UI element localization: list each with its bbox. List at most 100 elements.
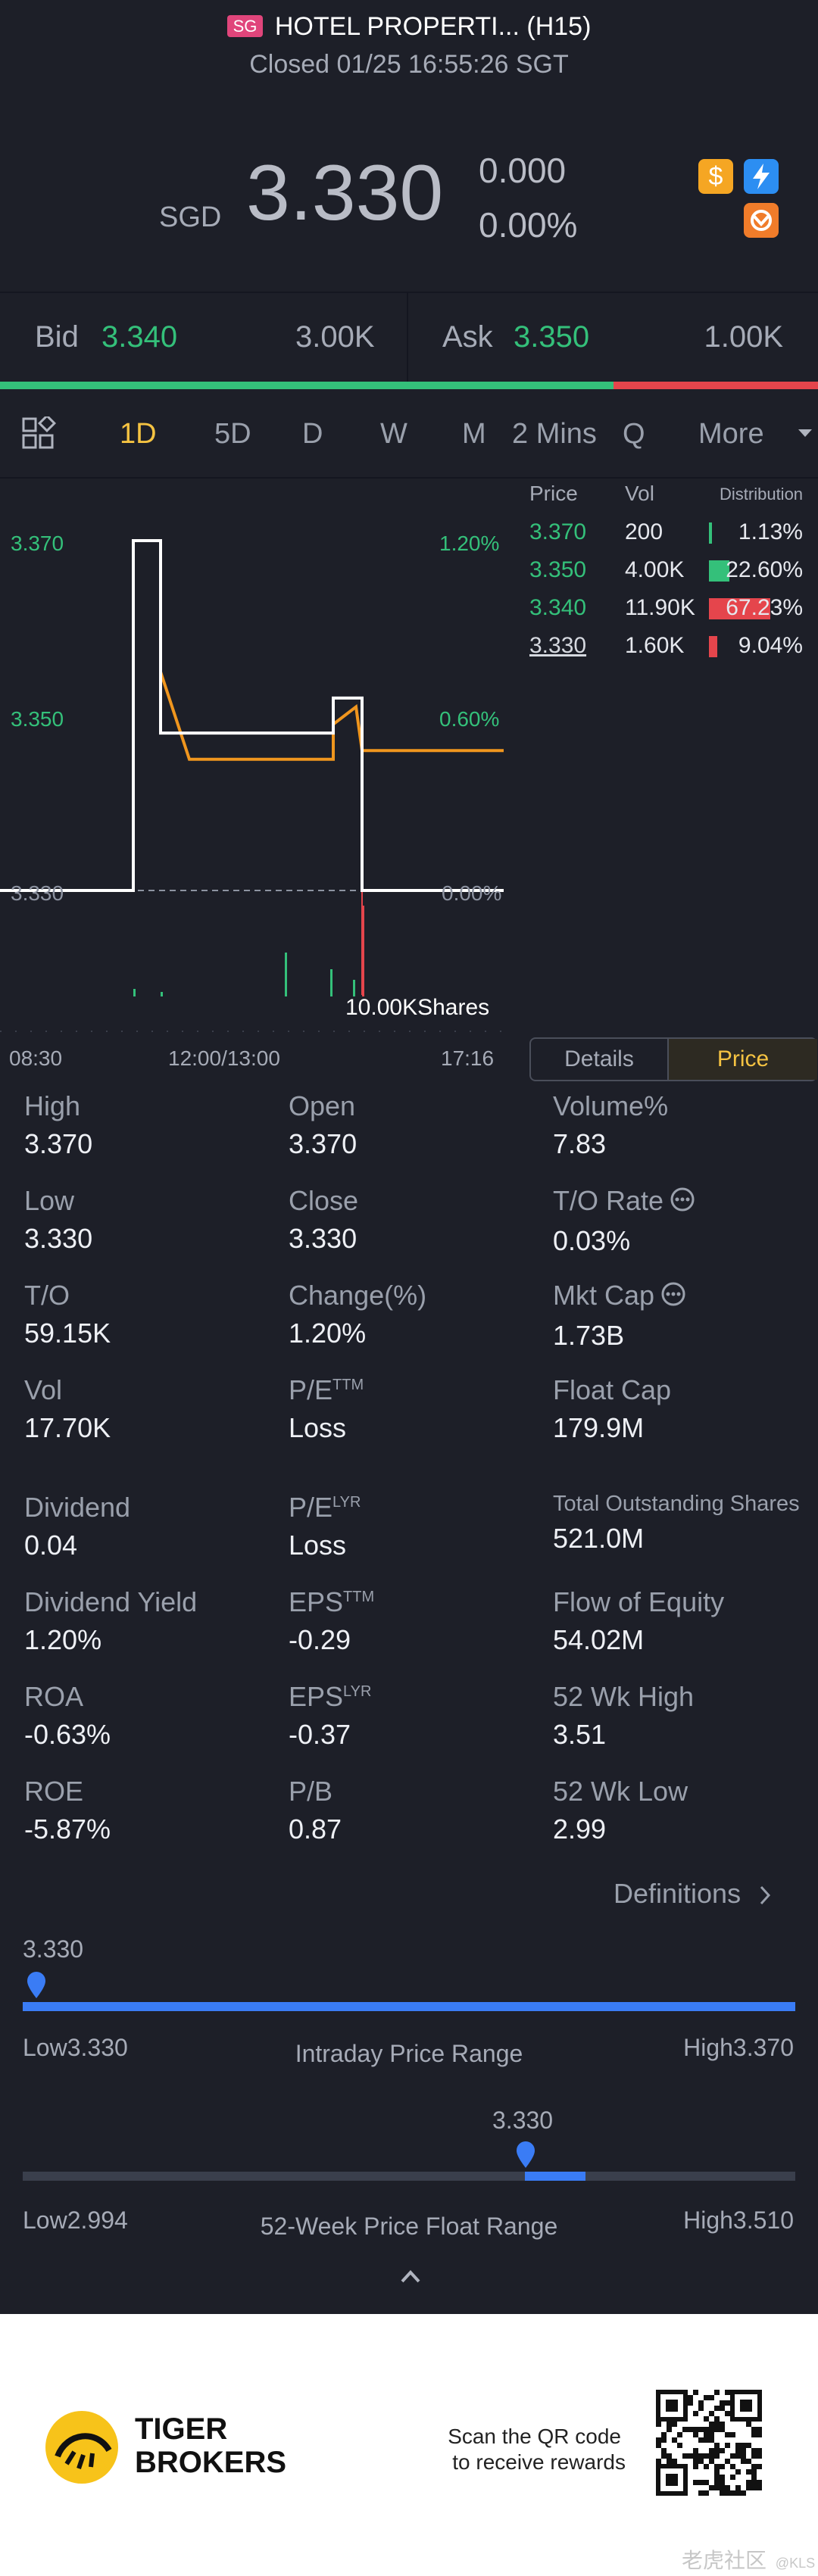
stats-grid: High 3.370 Open 3.370 Volume% 7.83 Low 3.330 Clo… [0, 1090, 818, 1863]
dist-price: 3.340 [529, 595, 587, 620]
timeframe-tabs: 1D 5D D W M 2 Mins Q More [0, 389, 818, 479]
location-pin-icon [26, 1972, 47, 2003]
promo-line2: to receive rewards [452, 2450, 626, 2474]
refresh-icon[interactable] [744, 203, 779, 238]
tab-w[interactable]: W [380, 418, 407, 450]
stat-label: ROE [24, 1776, 84, 1807]
stat-label: Vol [24, 1374, 63, 1405]
tab-2mins[interactable]: 2 Mins [512, 418, 597, 450]
stat-label-sup: LYR [343, 1683, 372, 1700]
stat-value: 1.73B [553, 1319, 625, 1351]
qr-code-icon[interactable] [656, 2390, 762, 2496]
watermark-small: @KLS [775, 2556, 816, 2571]
stat-label: Low [24, 1185, 75, 1216]
stat-value: 7.83 [553, 1128, 607, 1159]
grid-icon[interactable] [21, 413, 57, 451]
dist-header-distribution: Distribution [720, 485, 804, 504]
definitions-link[interactable]: Definitions [614, 1878, 771, 1910]
stat-cell: P/ELYR Loss [289, 1492, 546, 1575]
stat-label-sup: TTM [343, 1589, 375, 1605]
stat-cell: T/O Rate 0.03% [553, 1185, 810, 1268]
stat-cell: Close 3.330 [289, 1185, 546, 1268]
stat-cell: Open 3.370 [289, 1090, 546, 1174]
stat-label: Close [289, 1185, 359, 1216]
bid-ask-ratio-bar [0, 382, 818, 389]
intraday-marker-value: 3.330 [23, 1935, 84, 1963]
dist-header-vol: Vol [625, 482, 654, 505]
distribution-row: 3.340 11.90K 67.23% [515, 592, 818, 625]
brand-line1: TIGER [135, 2412, 228, 2446]
stat-cell: Total Outstanding Shares 521.0M [553, 1492, 810, 1575]
stat-value: 3.51 [553, 1719, 607, 1750]
stat-cell: EPSTTM -0.29 [289, 1586, 546, 1670]
stat-label: EPS [289, 1586, 344, 1617]
details-price-toggle: Details Price [529, 1037, 817, 1081]
stat-value: Loss [289, 1412, 347, 1443]
dist-pct: 22.60% [726, 557, 803, 582]
intraday-chart[interactable]: 3.370 3.350 3.330 1.20% 0.60% 0.00% 10.0… [0, 479, 515, 1077]
dist-vol: 200 [625, 519, 663, 544]
chevron-right-icon [759, 1878, 771, 1909]
info-icon[interactable] [670, 1187, 695, 1219]
volume-bar [353, 980, 355, 996]
volume-bar [133, 989, 136, 996]
stat-cell: Dividend Yield 1.20% [24, 1586, 282, 1670]
stat-label: EPS [289, 1681, 344, 1712]
promo-line1: Scan the QR code [448, 2425, 621, 2448]
stat-label: ROA [24, 1681, 84, 1712]
stat-cell: ROA -0.63% [24, 1681, 282, 1764]
dist-vol: 11.90K [625, 595, 695, 620]
stat-cell: Mkt Cap 1.73B [553, 1280, 810, 1363]
bid-price[interactable]: 3.340 [101, 320, 178, 354]
stat-cell: EPSLYR -0.37 [289, 1681, 546, 1764]
chevron-down-icon[interactable] [797, 427, 813, 443]
week52-marker-value: 3.330 [492, 2107, 554, 2134]
stat-cell: Vol 17.70K [24, 1374, 282, 1458]
week52-range-track [23, 2172, 795, 2181]
dist-header-price: Price [529, 482, 578, 505]
tab-1d[interactable]: 1D [120, 418, 157, 450]
price-toggle[interactable]: Price [669, 1039, 817, 1080]
volume-bar [330, 969, 333, 996]
pct-label-bottom: 0.00% [442, 881, 502, 905]
dist-pct: 9.04% [738, 633, 803, 658]
stat-value: 54.02M [553, 1624, 645, 1655]
stat-value: 3.330 [24, 1223, 93, 1254]
currency-label: SGD [159, 201, 222, 233]
stat-label: P/E [289, 1374, 333, 1405]
tab-5d[interactable]: 5D [214, 418, 251, 450]
distribution-panel: Price Vol Distribution 3.370 200 1.13% 3.35… [515, 479, 818, 1081]
tab-m[interactable]: M [462, 418, 486, 450]
stat-value: 0.03% [553, 1224, 631, 1256]
ask-price[interactable]: 3.350 [514, 320, 590, 354]
dist-pct: 1.13% [738, 519, 803, 544]
tab-d[interactable]: D [302, 418, 323, 450]
dist-price: 3.330 [529, 633, 587, 658]
details-toggle[interactable]: Details [531, 1039, 669, 1080]
flash-icon[interactable] [744, 159, 779, 194]
stat-cell: P/B 0.87 [289, 1776, 546, 1859]
x-label-mid: 12:00/13:00 [168, 1046, 280, 1070]
stat-value: 521.0M [553, 1523, 645, 1554]
chevron-up-icon[interactable] [400, 2269, 421, 2288]
dollar-icon[interactable]: $ [698, 159, 733, 194]
stat-cell: High 3.370 [24, 1090, 282, 1174]
distribution-row: 3.350 4.00K 22.60% [515, 554, 818, 588]
stat-cell: 52 Wk Low 2.99 [553, 1776, 810, 1859]
stat-value: 3.330 [289, 1223, 357, 1254]
stat-label: T/O Rate [553, 1185, 664, 1216]
dist-vol: 1.60K [625, 633, 685, 658]
stat-value: Loss [289, 1530, 347, 1561]
info-icon[interactable] [660, 1281, 686, 1314]
tab-q[interactable]: Q [623, 418, 645, 450]
x-label-end: 17:16 [441, 1046, 495, 1070]
bid-size: 3.00K [295, 320, 375, 354]
stat-label: 52 Wk High [553, 1681, 695, 1712]
intraday-range: 3.330 Low3.330 Intraday Price Range High… [0, 1931, 818, 2082]
stat-value: 59.15K [24, 1318, 111, 1349]
book-divider [407, 293, 408, 382]
stat-cell: Flow of Equity 54.02M [553, 1586, 810, 1670]
volume-bar [285, 953, 287, 996]
tab-more[interactable]: More [698, 418, 764, 450]
stat-label: Mkt Cap [553, 1280, 655, 1311]
